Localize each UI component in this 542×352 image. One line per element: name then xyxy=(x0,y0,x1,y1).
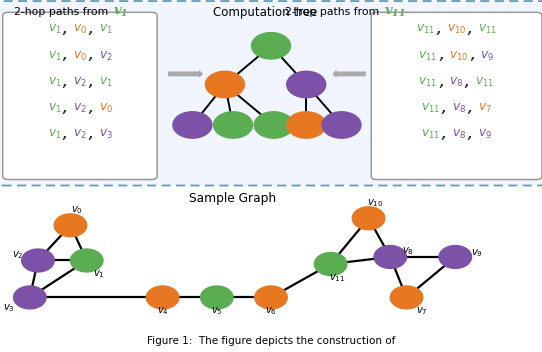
Text: $\mathbf{\mathit{v_1}}$: $\mathbf{\mathit{v_1}}$ xyxy=(48,75,61,89)
Text: 2-hop paths from: 2-hop paths from xyxy=(14,7,111,17)
Ellipse shape xyxy=(322,112,361,138)
FancyBboxPatch shape xyxy=(3,12,157,180)
Text: $\mathbf{\mathit{v_1}}$: $\mathbf{\mathit{v_1}}$ xyxy=(48,101,61,115)
Ellipse shape xyxy=(22,249,54,272)
Ellipse shape xyxy=(390,286,423,309)
Text: $v_1$: $v_1$ xyxy=(93,269,105,281)
Text: $\mathbf{\mathit{v_2}}$: $\mathbf{\mathit{v_2}}$ xyxy=(73,75,87,89)
Text: $v_4$: $v_4$ xyxy=(157,305,169,317)
Text: $\mathbf{\mathit{v_8}}$: $\mathbf{\mathit{v_8}}$ xyxy=(452,127,466,141)
Text: 2-hop paths from: 2-hop paths from xyxy=(285,7,382,17)
Text: ,: , xyxy=(63,76,72,88)
Text: $v_{11}$: $v_{11}$ xyxy=(329,272,345,284)
Ellipse shape xyxy=(146,286,179,309)
Ellipse shape xyxy=(70,249,103,272)
Text: ,: , xyxy=(442,128,450,140)
Text: $\mathbf{\mathit{v_9}}$: $\mathbf{\mathit{v_9}}$ xyxy=(478,127,492,141)
Ellipse shape xyxy=(287,112,326,138)
Text: ,: , xyxy=(467,24,476,36)
Text: $\mathbf{\mathit{v_1}}$: $\mathbf{\mathit{v_1}}$ xyxy=(48,127,61,141)
Text: $v_3$: $v_3$ xyxy=(3,302,15,314)
Text: $\mathbf{\mathit{v_{10}}}$: $\mathbf{\mathit{v_{10}}}$ xyxy=(449,49,469,63)
Text: $\mathbf{\mathit{v_{11}}}$: $\mathbf{\mathit{v_{11}}}$ xyxy=(416,23,435,37)
Text: $\bfit{v}_1$: $\bfit{v}_1$ xyxy=(113,6,127,19)
Text: $\mathbf{\mathit{v_{11}}}$: $\mathbf{\mathit{v_{11}}}$ xyxy=(421,127,440,141)
Ellipse shape xyxy=(14,286,46,309)
Ellipse shape xyxy=(251,32,291,59)
Text: $\mathbf{\mathit{v_{10}}}$: $\mathbf{\mathit{v_{10}}}$ xyxy=(447,23,466,37)
Text: ,: , xyxy=(467,128,476,140)
Text: ,: , xyxy=(89,24,98,36)
Text: ,: , xyxy=(89,128,98,140)
Text: $\mathbf{\mathit{v_8}}$: $\mathbf{\mathit{v_8}}$ xyxy=(452,101,466,115)
Ellipse shape xyxy=(205,71,244,98)
Text: $v_0$: $v_0$ xyxy=(71,205,83,216)
Text: $\mathbf{\mathit{v_2}}$: $\mathbf{\mathit{v_2}}$ xyxy=(73,101,87,115)
Ellipse shape xyxy=(254,112,293,138)
Text: $\mathbf{\mathit{v_3}}$: $\mathbf{\mathit{v_3}}$ xyxy=(99,127,113,141)
Text: $\mathbf{\mathit{v_7}}$: $\mathbf{\mathit{v_7}}$ xyxy=(478,101,492,115)
Text: $\mathbf{\mathit{v_0}}$: $\mathbf{\mathit{v_0}}$ xyxy=(99,101,113,115)
Text: ,: , xyxy=(439,76,448,88)
Text: ,: , xyxy=(63,50,72,62)
Text: Computation tree: Computation tree xyxy=(214,6,318,19)
Text: ,: , xyxy=(89,102,98,114)
Text: ,: , xyxy=(436,24,446,36)
Text: $v_6$: $v_6$ xyxy=(265,305,277,317)
Ellipse shape xyxy=(214,112,253,138)
Text: $\mathbf{\mathit{v_1}}$: $\mathbf{\mathit{v_1}}$ xyxy=(99,75,113,89)
Ellipse shape xyxy=(201,286,233,309)
FancyBboxPatch shape xyxy=(0,1,542,186)
Text: $v_8$: $v_8$ xyxy=(402,245,414,257)
Text: $v_7$: $v_7$ xyxy=(416,305,428,317)
Text: Figure 1:  The figure depicts the construction of: Figure 1: The figure depicts the constru… xyxy=(147,337,395,346)
Text: $\mathbf{\mathit{v_{11}}}$: $\mathbf{\mathit{v_{11}}}$ xyxy=(418,75,438,89)
Text: $\mathbf{\mathit{v_{11}}}$: $\mathbf{\mathit{v_{11}}}$ xyxy=(418,49,438,63)
Text: ,: , xyxy=(63,24,72,36)
Text: $v_{10}$: $v_{10}$ xyxy=(367,197,383,209)
FancyBboxPatch shape xyxy=(371,12,542,180)
Ellipse shape xyxy=(54,214,87,237)
Ellipse shape xyxy=(173,112,212,138)
Text: ,: , xyxy=(63,128,72,140)
Text: ,: , xyxy=(89,76,98,88)
Text: $\mathbf{\mathit{v_{11}}}$: $\mathbf{\mathit{v_{11}}}$ xyxy=(421,101,440,115)
Text: $\bfit{v}_{11}$: $\bfit{v}_{11}$ xyxy=(384,6,405,19)
Text: $\mathbf{\mathit{v_0}}$: $\mathbf{\mathit{v_0}}$ xyxy=(73,49,87,63)
Text: $v_5$: $v_5$ xyxy=(211,305,223,317)
Text: ,: , xyxy=(63,102,72,114)
Text: $\mathbf{\mathit{v_9}}$: $\mathbf{\mathit{v_9}}$ xyxy=(480,49,494,63)
Ellipse shape xyxy=(287,71,326,98)
Text: ,: , xyxy=(470,50,479,62)
Text: Sample Graph: Sample Graph xyxy=(190,193,276,205)
Text: $\mathbf{\mathit{v_8}}$: $\mathbf{\mathit{v_8}}$ xyxy=(449,75,463,89)
Ellipse shape xyxy=(374,246,406,268)
Text: $\mathbf{\mathit{v_1}}$: $\mathbf{\mathit{v_1}}$ xyxy=(48,23,61,37)
Text: ,: , xyxy=(465,76,474,88)
Text: ,: , xyxy=(467,102,476,114)
Ellipse shape xyxy=(352,207,385,230)
Text: $v_9$: $v_9$ xyxy=(471,247,483,259)
Text: $\mathbf{\mathit{v_0}}$: $\mathbf{\mathit{v_0}}$ xyxy=(73,23,87,37)
Text: ,: , xyxy=(89,50,98,62)
Text: $\mathbf{\mathit{v_{11}}}$: $\mathbf{\mathit{v_{11}}}$ xyxy=(475,75,494,89)
Text: $v_2$: $v_2$ xyxy=(11,249,23,261)
Ellipse shape xyxy=(314,253,347,275)
Text: $\mathbf{\mathit{v_1}}$: $\mathbf{\mathit{v_1}}$ xyxy=(48,49,61,63)
Text: $\mathbf{\mathit{v_2}}$: $\mathbf{\mathit{v_2}}$ xyxy=(73,127,87,141)
Text: $\mathbf{\mathit{v_2}}$: $\mathbf{\mathit{v_2}}$ xyxy=(99,49,113,63)
Text: $\mathbf{\mathit{v_1}}$: $\mathbf{\mathit{v_1}}$ xyxy=(99,23,113,37)
Text: ,: , xyxy=(439,50,448,62)
Ellipse shape xyxy=(439,246,472,268)
Ellipse shape xyxy=(255,286,287,309)
Text: $\mathbf{\mathit{v_{11}}}$: $\mathbf{\mathit{v_{11}}}$ xyxy=(478,23,497,37)
Text: ,: , xyxy=(442,102,450,114)
